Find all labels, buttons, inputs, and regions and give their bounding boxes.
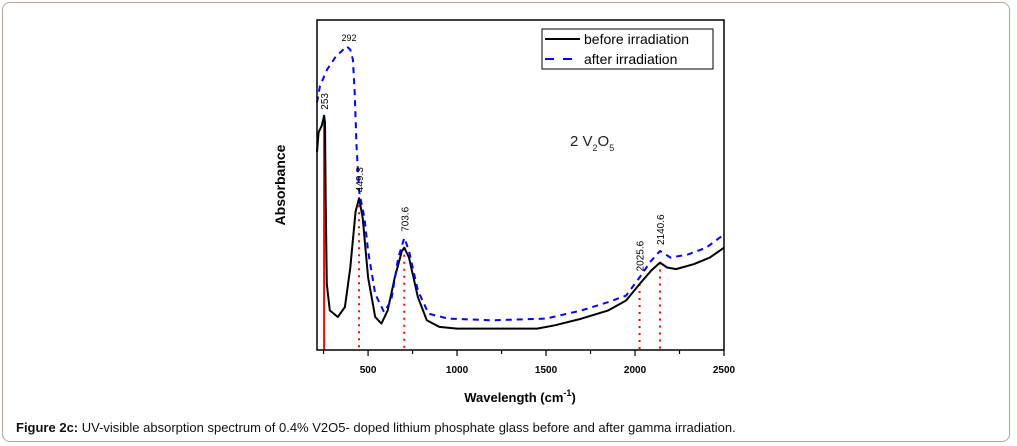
x-axis-label: Wavelength (cm-1)	[464, 388, 576, 405]
figure-background	[258, 12, 762, 410]
legend-label-before: before irradiation	[584, 31, 689, 47]
caption-label: Figure 2c:	[16, 420, 79, 435]
legend-label-after: after irradiation	[584, 51, 677, 67]
peak-label: 253	[320, 93, 331, 110]
caption-text: UV-visible absorption spectrum of 0.4% V…	[78, 420, 736, 435]
x-tick-label: 1500	[535, 365, 558, 376]
peak-label: 2025.6	[636, 240, 647, 271]
peak-label: 2140.6	[656, 214, 667, 245]
figure-caption: Figure 2c: UV-visible absorption spectru…	[16, 420, 736, 435]
figure-frame	[2, 2, 1010, 442]
series-line-after	[316, 45, 725, 322]
x-tick-label: 1000	[446, 365, 469, 376]
x-tick-label: 2000	[624, 365, 647, 376]
legend-box	[541, 28, 714, 70]
x-tick-label: 500	[360, 365, 377, 376]
series-line-before	[316, 114, 725, 330]
y-axis-label: Absorbance	[272, 144, 288, 225]
plot-area	[316, 19, 725, 351]
peak-label: 703.6	[400, 206, 411, 231]
peak-label: 292	[341, 33, 356, 43]
peak-label: 449.3	[355, 167, 366, 192]
legend: before irradiation after irradiation	[541, 28, 714, 70]
sample-label: 2 V2O5	[570, 133, 614, 153]
x-tick-label: 2500	[713, 365, 736, 376]
